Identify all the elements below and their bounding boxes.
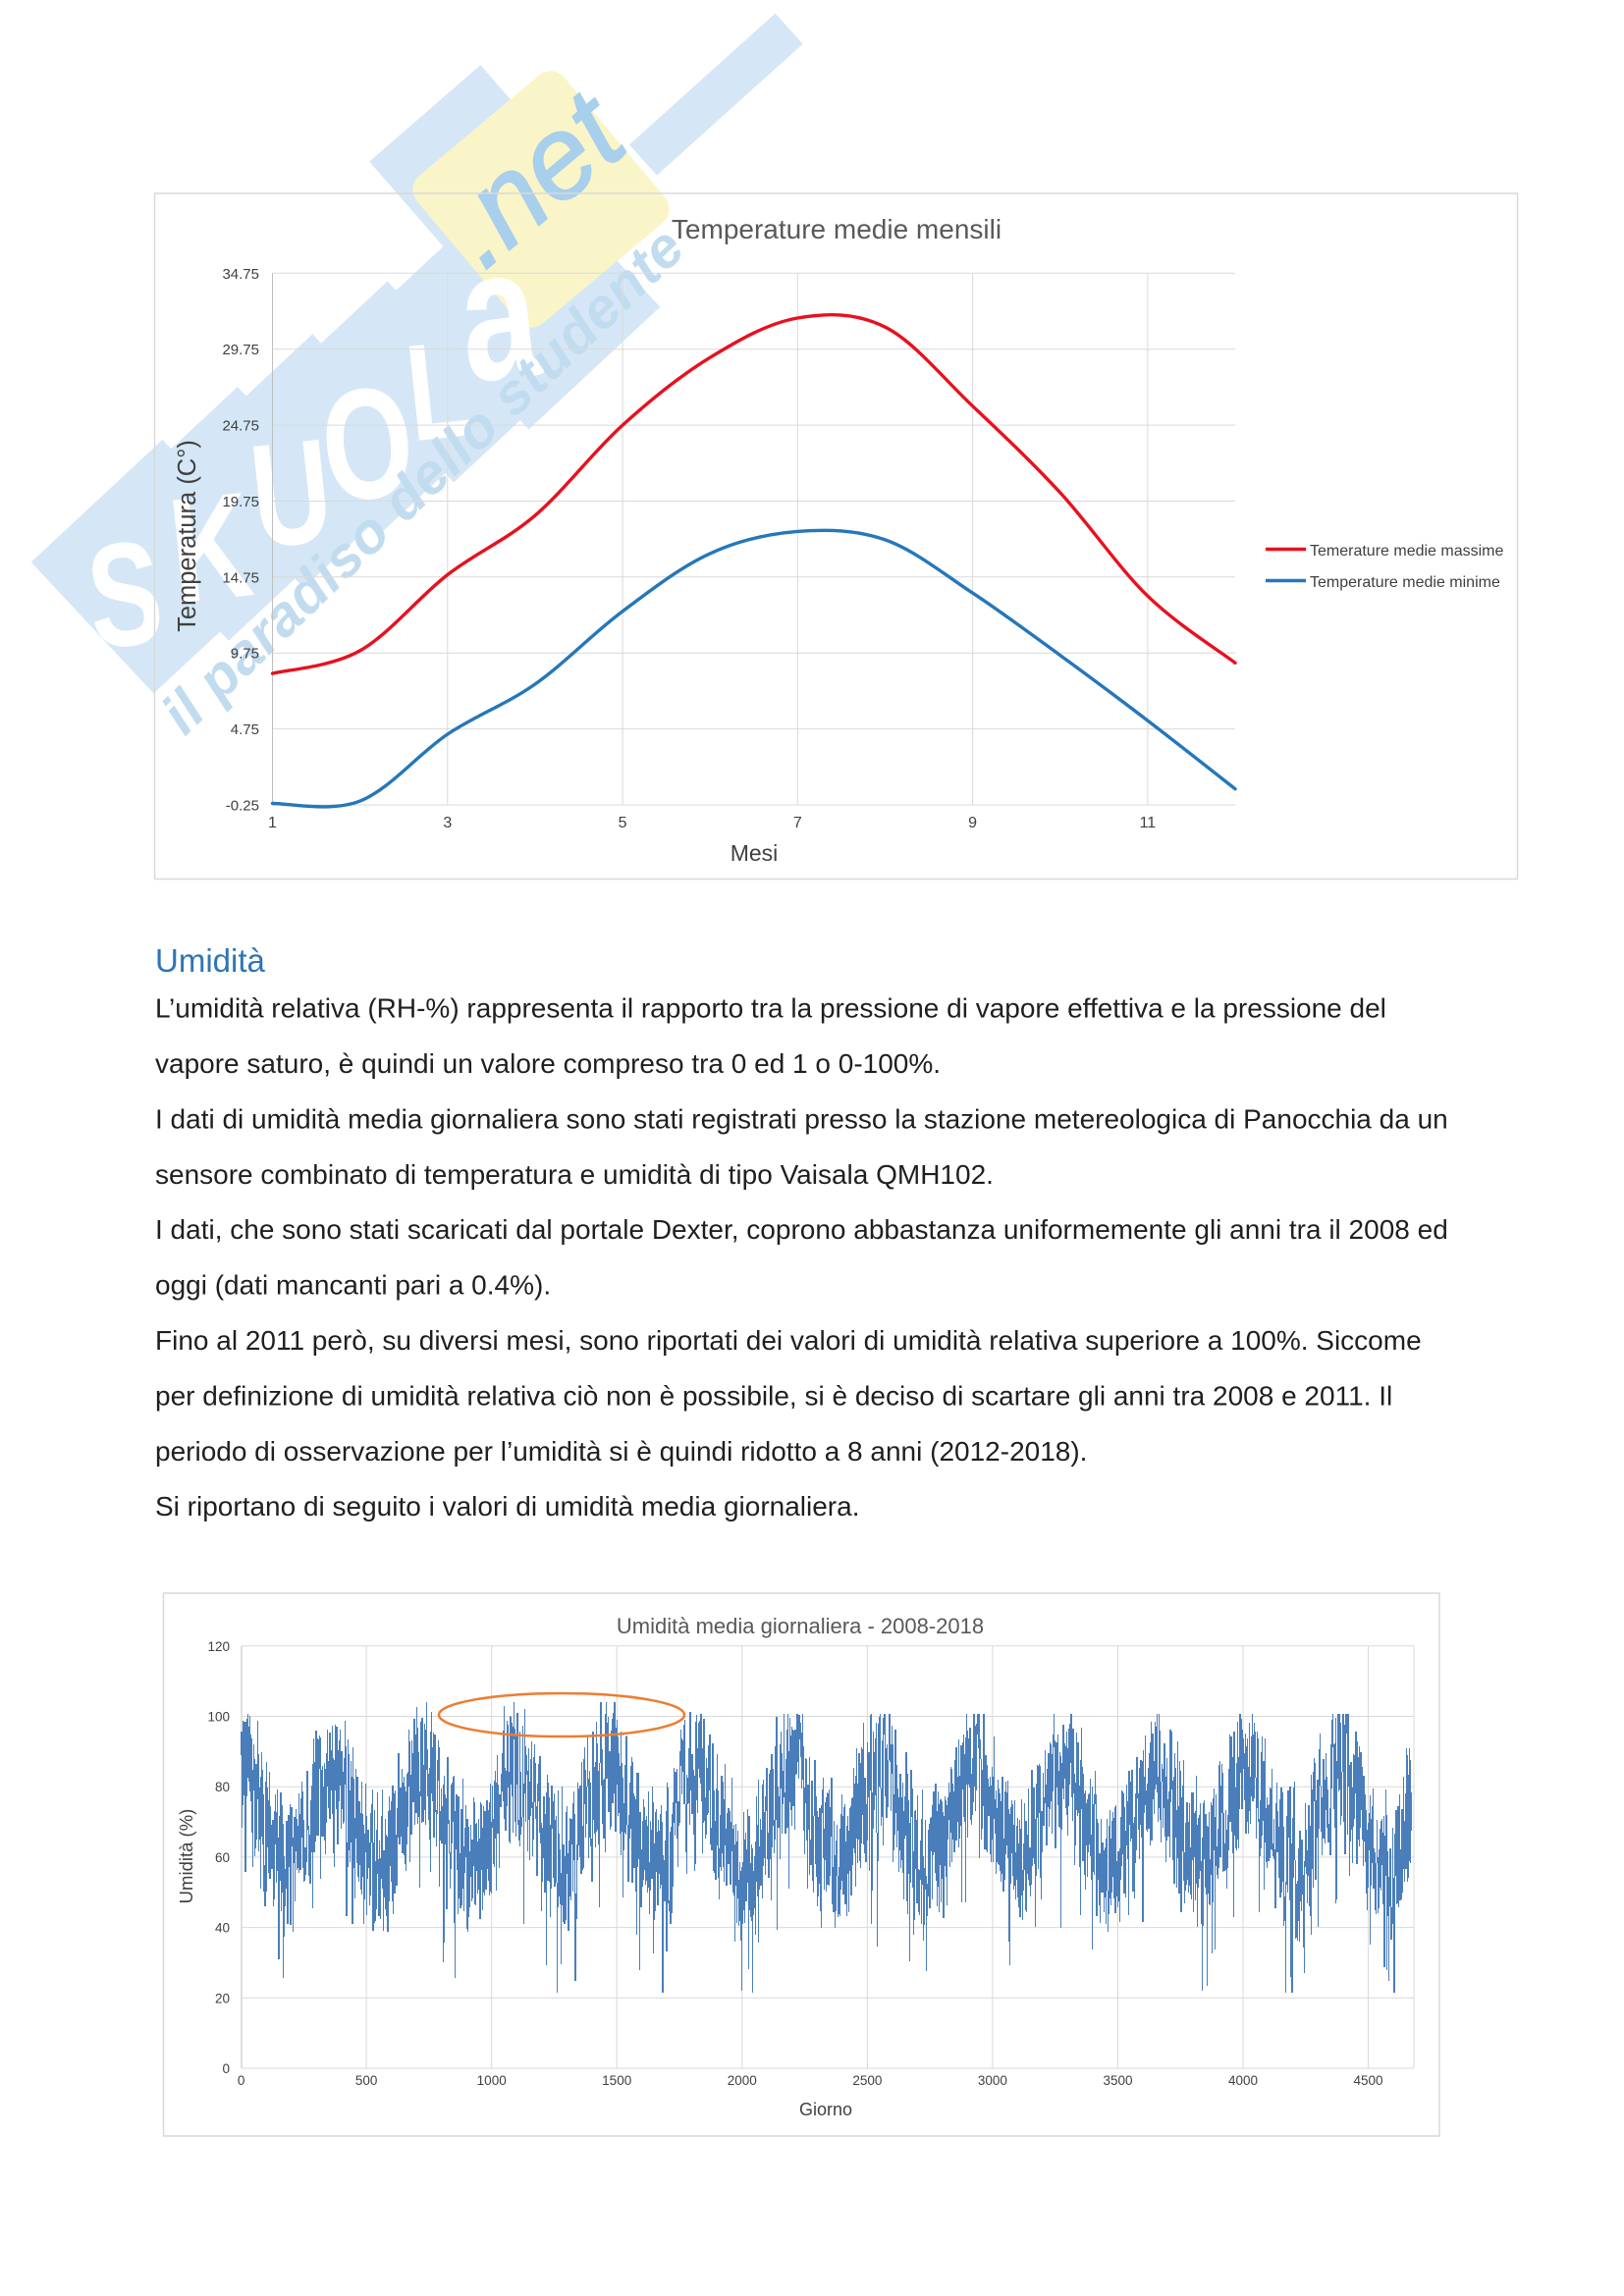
svg-text:24.75: 24.75 [222,418,259,435]
svg-text:80: 80 [215,1780,230,1794]
svg-text:20: 20 [215,1991,230,2005]
svg-text:40: 40 [215,1921,230,1936]
svg-text:0: 0 [238,2073,245,2088]
svg-text:oggi (dati mancanti pari a 0.4: oggi (dati mancanti pari a 0.4%). [155,1270,551,1301]
svg-text:periodo di osservazione per l’: periodo di osservazione per l’umidità si… [155,1436,1087,1467]
svg-text:2500: 2500 [852,2073,882,2088]
svg-text:I dati di umidità media giorna: I dati di umidità media giornaliera sono… [155,1103,1448,1134]
svg-text:9.75: 9.75 [231,646,259,663]
svg-text:Temerature medie massime: Temerature medie massime [1310,543,1504,560]
svg-text:7: 7 [793,815,802,831]
svg-text:K: K [162,461,258,635]
svg-text:Temperature medie mensili: Temperature medie mensili [672,214,1001,244]
svg-text:60: 60 [215,1850,230,1865]
svg-text:1000: 1000 [477,2073,507,2088]
svg-text:Umidità (%): Umidità (%) [176,1809,196,1904]
svg-text:120: 120 [207,1639,230,1654]
svg-text:0: 0 [222,2061,230,2076]
svg-text:4000: 4000 [1228,2073,1258,2088]
svg-text:2000: 2000 [728,2073,757,2088]
svg-text:-0.25: -0.25 [226,798,259,815]
svg-text:19.75: 19.75 [222,494,259,510]
svg-text:Umidità: Umidità [155,942,266,979]
svg-text:9: 9 [968,815,977,831]
svg-text:1: 1 [268,815,277,831]
svg-text:34.75: 34.75 [222,266,259,283]
svg-text:3: 3 [443,815,452,831]
svg-text:3000: 3000 [978,2073,1007,2088]
svg-text:Giorno: Giorno [799,2100,852,2119]
svg-text:per definizione di umidità rel: per definizione di umidità relativa ciò … [155,1380,1392,1411]
svg-text:Fino al 2011 però, su diversi: Fino al 2011 però, su diversi mesi, sono… [155,1325,1422,1356]
svg-text:Mesi: Mesi [731,840,779,866]
svg-text:L’umidità relativa (RH-%) rapp: L’umidità relativa (RH-%) rappresenta il… [155,993,1386,1024]
svg-text:4.75: 4.75 [231,721,259,738]
svg-text:5: 5 [619,815,627,831]
svg-text:sensore combinato di temperatu: sensore combinato di temperatura e umidi… [155,1159,994,1190]
svg-text:Si riportano di seguito i valo: Si riportano di seguito i valori di umid… [155,1491,859,1522]
svg-text:Temperature medie minime: Temperature medie minime [1310,574,1500,591]
svg-text:14.75: 14.75 [222,569,259,586]
svg-text:11: 11 [1140,815,1157,831]
svg-text:Temperatura (C°): Temperatura (C°) [174,440,201,632]
svg-text:1500: 1500 [602,2073,631,2088]
svg-text:vapore saturo, è quindi un val: vapore saturo, è quindi un valore compre… [155,1048,941,1079]
svg-text:500: 500 [355,2073,378,2088]
svg-text:Umidità media giornaliera - 20: Umidità media giornaliera - 2008-2018 [617,1614,984,1638]
svg-text:29.75: 29.75 [222,342,259,358]
svg-text:3500: 3500 [1103,2073,1132,2088]
svg-text:U: U [244,407,339,579]
svg-text:4500: 4500 [1353,2073,1382,2088]
svg-text:O: O [313,352,421,536]
svg-text:I dati, che sono stati scarica: I dati, che sono stati scaricati dal por… [155,1214,1448,1245]
svg-text:100: 100 [207,1710,230,1725]
